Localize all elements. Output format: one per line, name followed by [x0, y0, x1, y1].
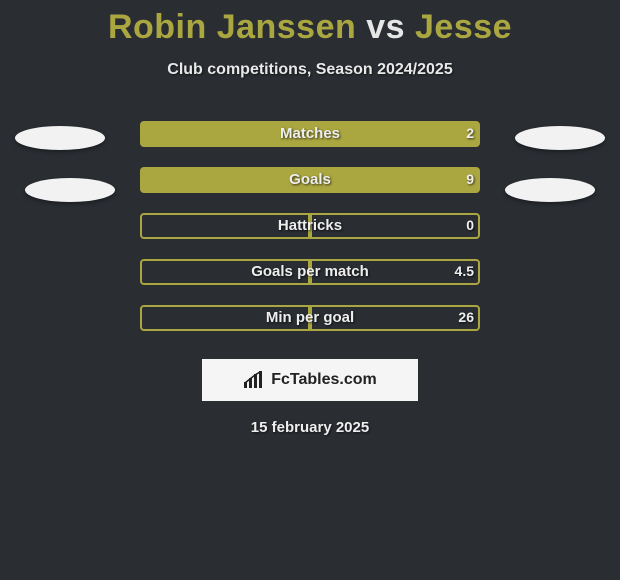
stat-bar-left	[140, 259, 310, 285]
stat-bar-left	[140, 121, 310, 147]
footer-date: 15 february 2025	[0, 419, 620, 436]
stat-value-right: 4.5	[455, 263, 474, 279]
stat-bar-right	[310, 305, 480, 331]
stat-bar-left	[140, 213, 310, 239]
stat-row: Goals9	[0, 167, 620, 213]
stat-value-right: 2	[466, 125, 474, 141]
brand-text: FcTables.com	[271, 371, 377, 389]
comparison-widget: Robin Janssen vs Jesse Club competitions…	[0, 0, 620, 436]
title-player1: Robin Janssen	[108, 8, 356, 46]
stat-row: Matches2	[0, 121, 620, 167]
subtitle: Club competitions, Season 2024/2025	[0, 61, 620, 79]
stat-bar-right	[310, 167, 480, 193]
page-title: Robin Janssen vs Jesse	[0, 0, 620, 47]
stat-row: Min per goal26	[0, 305, 620, 351]
brand-badge[interactable]: FcTables.com	[202, 359, 418, 401]
stat-value-right: 9	[466, 171, 474, 187]
stat-bar-wrap: Hattricks0	[140, 213, 480, 239]
stat-bar-wrap: Min per goal26	[140, 305, 480, 331]
stat-bar-right	[310, 213, 480, 239]
stat-value-right: 0	[466, 217, 474, 233]
stat-row: Goals per match4.5	[0, 259, 620, 305]
stat-bar-right	[310, 121, 480, 147]
stats-section: Matches2 Goals9 Hattricks0 Goals per match4…	[0, 121, 620, 351]
stat-bar-wrap: Goals9	[140, 167, 480, 193]
stat-bar-left	[140, 167, 310, 193]
stat-bar-left	[140, 305, 310, 331]
stat-bar-wrap: Matches2	[140, 121, 480, 147]
barchart-icon	[243, 371, 265, 389]
stat-value-right: 26	[458, 309, 474, 325]
title-player2: Jesse	[415, 8, 512, 46]
stat-row: Hattricks0	[0, 213, 620, 259]
title-vs: vs	[366, 8, 405, 46]
stat-bar-wrap: Goals per match4.5	[140, 259, 480, 285]
